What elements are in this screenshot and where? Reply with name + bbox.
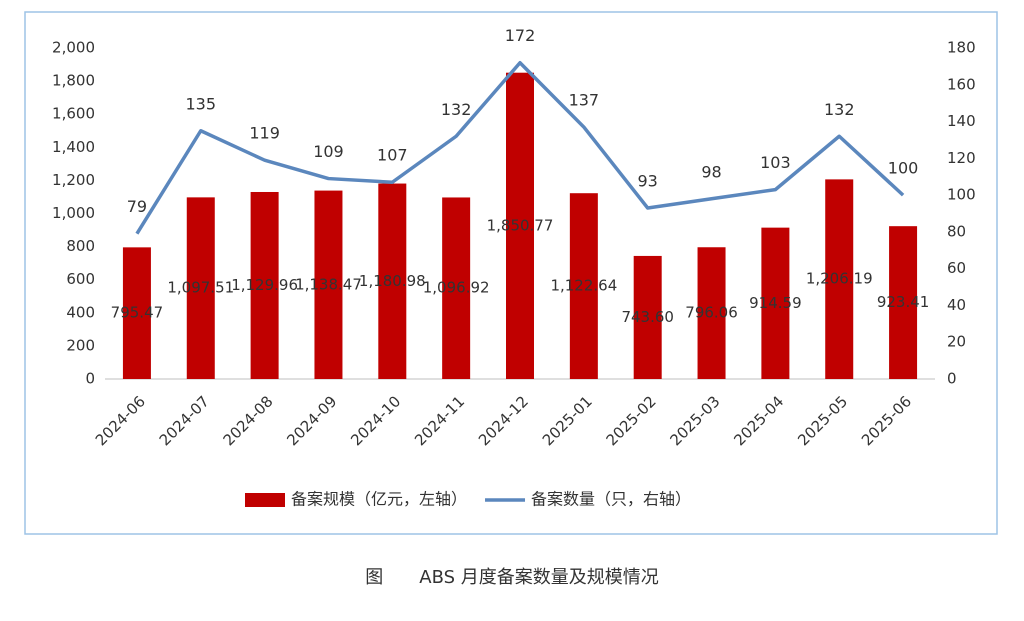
line-value-label: 132	[441, 100, 472, 119]
bar	[761, 227, 790, 379]
bar-value-label: 796.06	[685, 304, 738, 322]
y2-tick-label: 120	[947, 149, 976, 167]
y-tick-label: 1,200	[52, 171, 95, 189]
line-value-label: 132	[824, 100, 855, 119]
line-value-label: 109	[313, 142, 344, 161]
legend-swatch	[245, 493, 285, 507]
bar	[314, 190, 343, 379]
bar-value-label: 923.41	[877, 293, 930, 311]
bar	[825, 179, 854, 379]
bar	[633, 255, 662, 379]
y2-tick-label: 180	[947, 39, 976, 57]
y-tick-label: 1,800	[52, 72, 95, 90]
y-tick-label: 600	[66, 270, 95, 288]
line-value-label: 103	[760, 153, 791, 172]
y-tick-label: 1,000	[52, 204, 95, 222]
bar-value-label: 914.59	[749, 294, 802, 312]
bar-value-label: 1,206.19	[806, 270, 873, 288]
bar-value-label: 1,129.96	[231, 276, 298, 294]
legend-label: 备案规模（亿元，左轴）	[291, 490, 467, 509]
y-tick-label: 400	[66, 303, 95, 321]
y-tick-label: 2,000	[52, 39, 95, 57]
line-value-label: 107	[377, 146, 408, 165]
bar-value-label: 1,180.98	[359, 272, 426, 290]
caption: 图 ABS 月度备案数量及规模情况	[365, 567, 659, 588]
line-value-label: 98	[701, 162, 721, 181]
line-value-label: 100	[888, 159, 919, 178]
legend-label: 备案数量（只，右轴）	[531, 490, 691, 509]
bar-value-label: 795.47	[111, 304, 164, 322]
bar-value-label: 743.60	[621, 308, 674, 326]
line-value-label: 137	[569, 91, 600, 110]
y2-tick-label: 0	[947, 370, 957, 388]
y-tick-label: 1,600	[52, 105, 95, 123]
line	[135, 60, 905, 235]
y2-tick-label: 40	[947, 296, 966, 314]
line-value-label: 79	[127, 197, 147, 216]
line-value-label: 93	[638, 171, 658, 190]
y-tick-label: 1,400	[52, 138, 95, 156]
bar-value-label: 1,097.51	[167, 279, 234, 297]
line-value-label: 172	[505, 26, 536, 45]
bar	[697, 247, 726, 379]
line-value-label: 119	[249, 124, 280, 143]
y2-tick-label: 140	[947, 112, 976, 130]
bar	[889, 226, 918, 379]
y-tick-label: 800	[66, 237, 95, 255]
y2-tick-label: 20	[947, 333, 966, 351]
y-tick-label: 0	[85, 370, 95, 388]
y2-tick-label: 60	[947, 259, 966, 277]
bar	[442, 197, 471, 379]
y-tick-label: 200	[66, 336, 95, 354]
bar-value-label: 1,122.64	[550, 277, 617, 295]
bar-value-label: 1,850.77	[487, 216, 554, 234]
y2-tick-label: 160	[947, 75, 976, 93]
line-value-label: 135	[185, 94, 216, 113]
bar-value-label: 1,096.92	[423, 279, 490, 297]
bar	[122, 247, 151, 379]
bar	[506, 72, 534, 379]
bar-value-label: 1,138.47	[295, 275, 362, 293]
bar	[569, 193, 598, 379]
bar	[378, 183, 407, 379]
bar	[250, 191, 279, 379]
y2-tick-label: 80	[947, 222, 966, 240]
y2-tick-label: 100	[947, 186, 976, 204]
bar	[186, 197, 215, 379]
